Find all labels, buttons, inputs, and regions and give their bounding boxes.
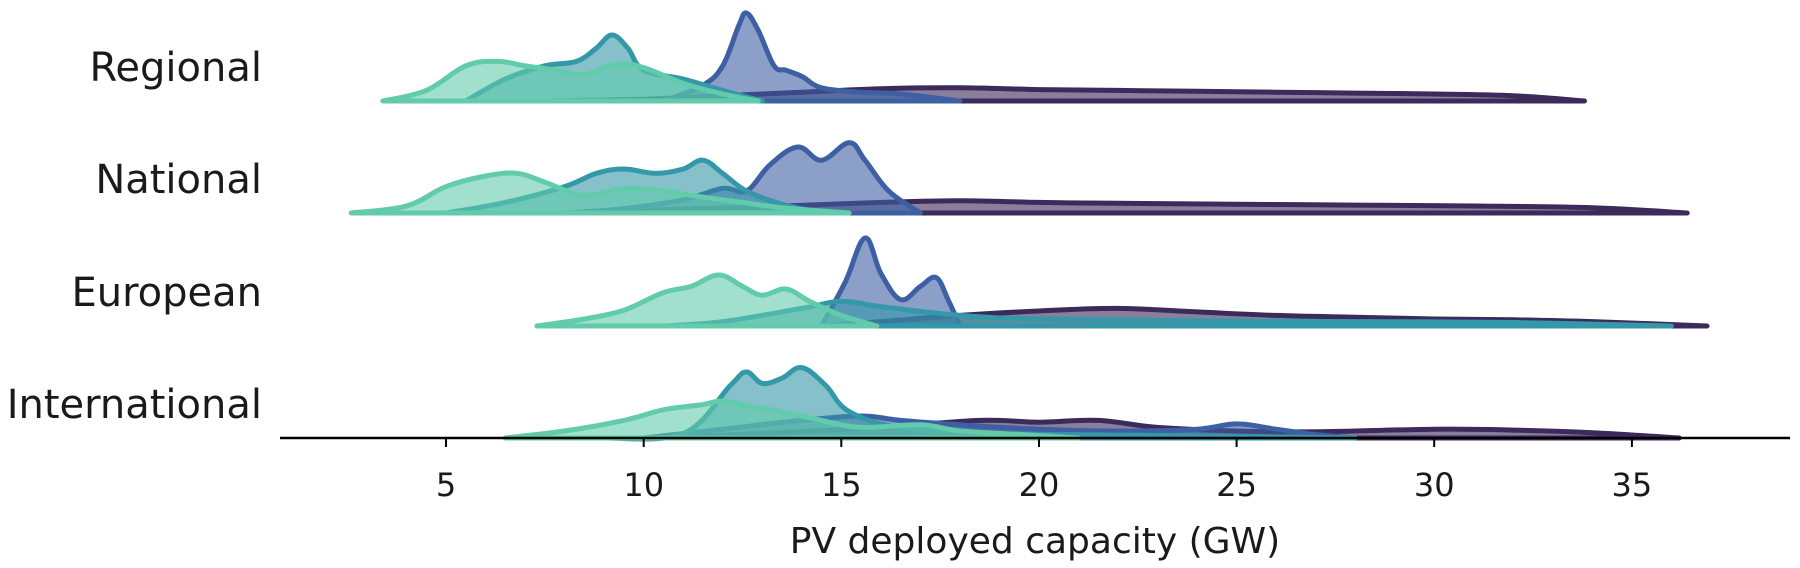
row-label-regional: Regional <box>89 45 262 91</box>
row-label-european: European <box>71 270 262 316</box>
ridge-national <box>348 140 1690 216</box>
density-line-national-3 <box>350 170 850 216</box>
density-line-european-3 <box>536 272 878 329</box>
x-tick-label-35: 35 <box>1612 466 1653 504</box>
row-label-national: National <box>95 157 262 203</box>
ridge-international <box>502 365 1682 442</box>
x-axis-label: PV deployed capacity (GW) <box>790 521 1280 562</box>
x-tick-label-10: 10 <box>623 466 664 504</box>
x-tick-label-30: 30 <box>1414 466 1455 504</box>
density-line-regional-3 <box>382 58 759 104</box>
x-tick-label-15: 15 <box>821 466 862 504</box>
x-tick-label-20: 20 <box>1019 466 1060 504</box>
ridge-european <box>534 235 1710 329</box>
density-line-european-1 <box>819 235 963 328</box>
density-line-international-2 <box>603 365 1356 442</box>
density-area-european-2 <box>663 301 1672 326</box>
x-tick-label-25: 25 <box>1216 466 1257 504</box>
x-axis-ticks: 5 10 15 20 25 30 35 <box>436 438 1652 504</box>
ridges <box>348 10 1710 442</box>
density-area-national-1 <box>564 142 921 213</box>
density-area-regional-3 <box>382 61 759 101</box>
ridge-regional <box>380 10 1587 104</box>
density-area-national-3 <box>351 173 850 213</box>
row-labels: Regional National European International <box>7 45 262 428</box>
density-line-regional-1 <box>662 10 961 104</box>
density-line-international-3 <box>504 398 1079 441</box>
x-tick-label-5: 5 <box>436 466 456 504</box>
row-label-international: International <box>7 382 262 428</box>
